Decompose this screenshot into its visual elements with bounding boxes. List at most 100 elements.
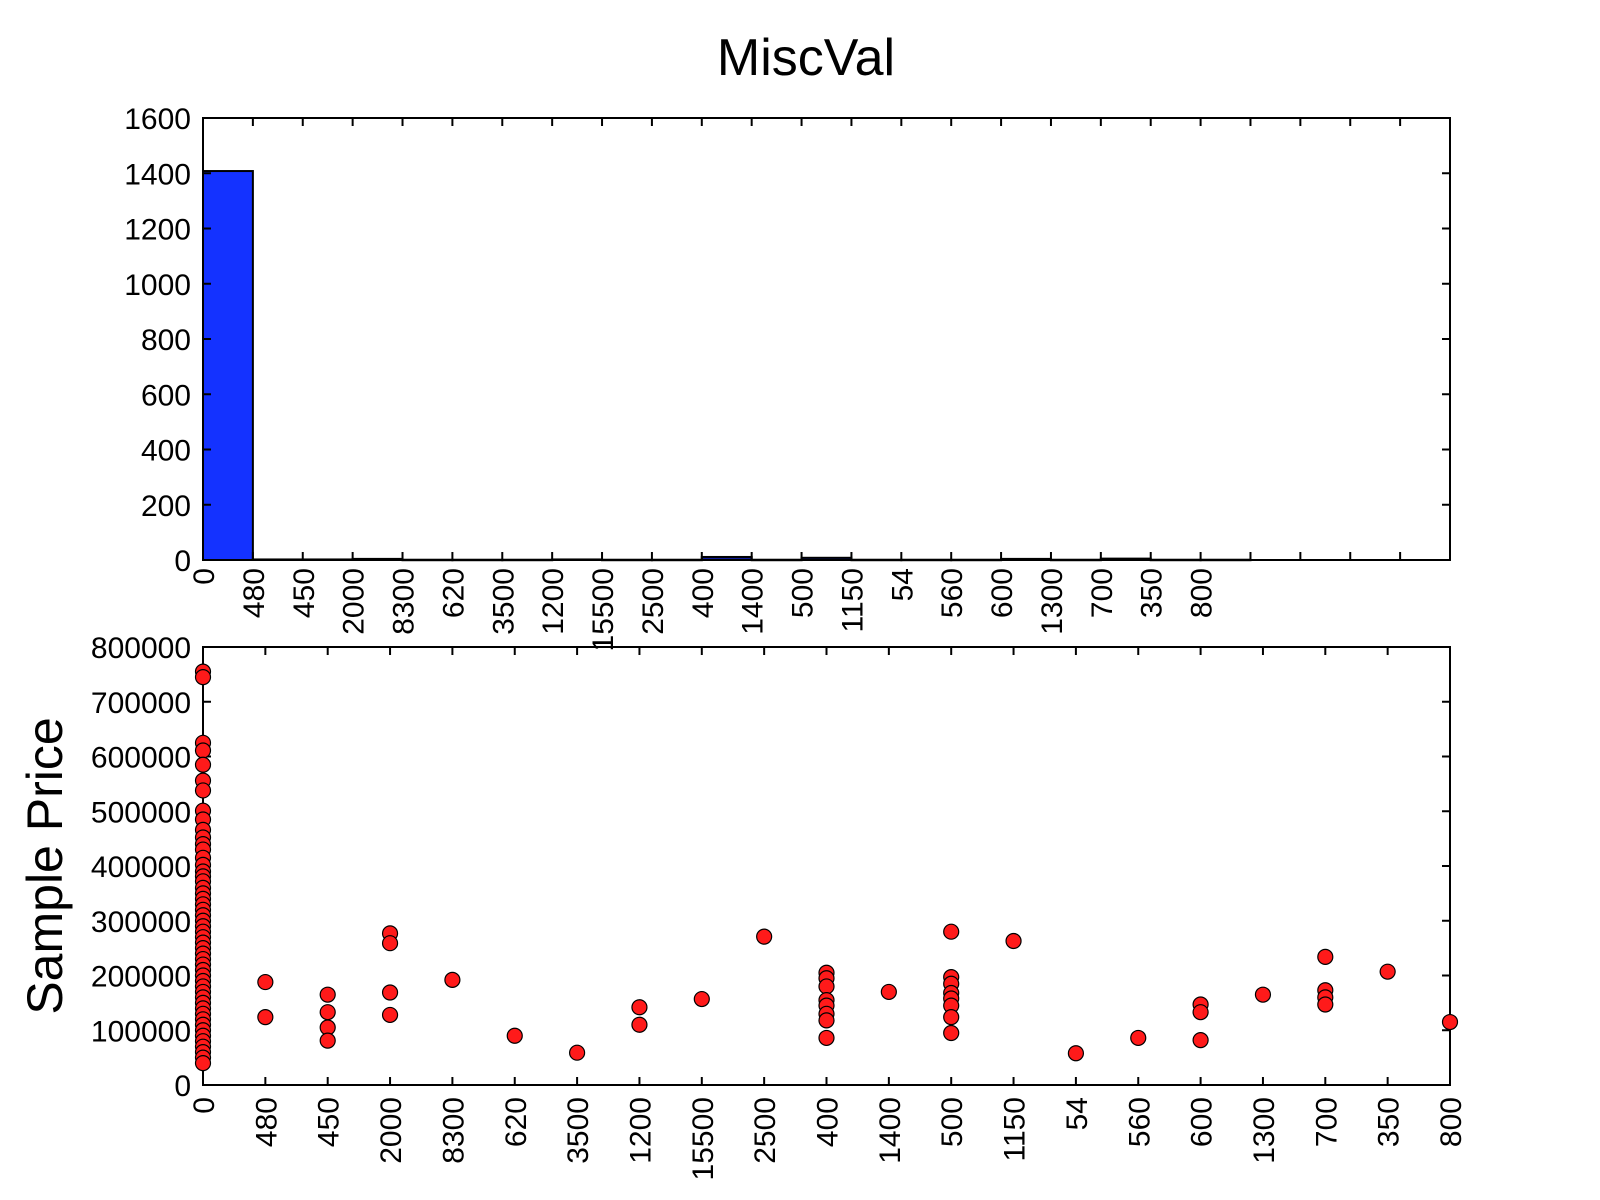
scatter-point — [381, 935, 399, 952]
histogram-xtick-label: 1300 — [1036, 568, 1069, 635]
scatter-xtick-label: 54 — [1061, 1097, 1094, 1130]
scatter-point — [381, 984, 399, 1001]
histogram-xtick-label: 54 — [886, 568, 919, 601]
scatter-point — [1067, 1045, 1085, 1062]
scatter-point — [381, 1006, 399, 1024]
scatter-ytick-label: 800000 — [91, 632, 191, 665]
scatter-xtick-label: 800 — [1435, 1097, 1468, 1147]
scatter-point — [693, 990, 710, 1008]
scatter-point — [943, 1009, 960, 1026]
scatter-xtick-label: 2000 — [375, 1097, 408, 1164]
scatter-xtick-label: 350 — [1373, 1097, 1406, 1147]
scatter-point — [1192, 1004, 1209, 1021]
histogram-xtick-label: 1400 — [737, 568, 770, 635]
scatter-point — [818, 1012, 835, 1029]
scatter-xtick-label: 2500 — [749, 1097, 782, 1164]
scatter-point — [631, 999, 648, 1016]
histogram-xtick-label: 800 — [1186, 568, 1219, 618]
histogram-ytick-label: 800 — [141, 324, 191, 357]
scatter-xtick-label: 3500 — [562, 1097, 595, 1164]
scatter-point — [319, 986, 336, 1003]
histogram-ytick-label: 400 — [141, 435, 191, 468]
histogram-xtick-label: 2000 — [338, 568, 371, 635]
scatter-point — [568, 1044, 586, 1061]
scatter-xtick-label: 1300 — [1248, 1097, 1281, 1164]
scatter-ytick-label: 700000 — [91, 687, 191, 720]
scatter-point — [1254, 986, 1272, 1003]
scatter-point — [319, 1004, 336, 1021]
scatter-point — [319, 1032, 336, 1049]
histogram-xtick-label: 8300 — [388, 568, 421, 635]
scatter-point — [1441, 1013, 1459, 1031]
histogram-xtick-label: 560 — [936, 568, 969, 618]
histogram-xtick-label: 450 — [288, 568, 321, 618]
scatter-point — [1192, 1032, 1209, 1049]
scatter-panel: 0 100000 200000 300000 400000 500000 600000 700… — [17, 632, 1468, 1180]
scatter-xtick-label: 620 — [500, 1097, 533, 1147]
histogram-xtick-label: 500 — [787, 568, 820, 618]
histogram-xtick-label: 3500 — [487, 568, 520, 635]
scatter-ytick-label: 300000 — [91, 906, 191, 939]
scatter-point — [194, 1054, 212, 1072]
histogram-xtick-label: 700 — [1086, 568, 1119, 618]
histogram-panel: 0 200 400 600 800 1000 1200 1400 1600 0 480 450 2000… — [124, 103, 1451, 651]
histogram-ytick-label: 1600 — [124, 103, 191, 136]
scatter-point — [194, 782, 212, 799]
histogram-bar-0 — [202, 170, 254, 561]
histogram-ytick-label: 1200 — [124, 214, 191, 247]
scatter-xtick-label: 600 — [1186, 1097, 1219, 1147]
scatter-ytick-label: 100000 — [91, 1015, 191, 1048]
histogram-xtick-label: 2500 — [637, 568, 670, 635]
scatter-xtick-label: 0 — [188, 1097, 221, 1114]
scatter-point — [194, 742, 212, 759]
scatter-point — [943, 1024, 960, 1042]
scatter-ytick-label: 0 — [174, 1070, 191, 1103]
scatter-xtick-label: 560 — [1123, 1097, 1156, 1147]
histogram-ytick-label: 1000 — [124, 269, 191, 302]
chart-title: MiscVal — [717, 29, 895, 87]
histogram-xtick-label: 1200 — [537, 568, 570, 635]
scatter-xtick-label: 8300 — [437, 1097, 470, 1164]
scatter-point — [631, 1016, 648, 1033]
scatter-point — [194, 756, 212, 773]
scatter-point — [1130, 1029, 1147, 1047]
scatter-point — [1317, 948, 1334, 965]
histogram-xtick-label: 15500 — [587, 568, 620, 651]
histogram-ytick-label: 0 — [174, 545, 191, 578]
scatter-point — [1317, 996, 1334, 1013]
histogram-ytick-label: 1400 — [124, 158, 191, 191]
scatter-xtick-label: 480 — [250, 1097, 283, 1147]
scatter-point — [257, 973, 274, 991]
histogram-ytick-label: 200 — [141, 490, 191, 523]
scatter-xtick-label: 1150 — [999, 1097, 1032, 1162]
scatter-point — [1005, 932, 1022, 950]
histogram-xtick-label: 400 — [687, 568, 720, 618]
scatter-point — [818, 1029, 835, 1047]
scatter-point — [1379, 963, 1396, 980]
histogram-xtick-label: 0 — [188, 568, 221, 585]
histogram-xtick-label: 620 — [437, 568, 470, 618]
scatter-xtick-label: 500 — [936, 1097, 969, 1147]
scatter-point — [880, 983, 897, 1001]
histogram-xtick-label: 1150 — [836, 568, 869, 633]
histogram-xtick-label: 600 — [986, 568, 1019, 618]
histogram-xtick-label: 480 — [238, 568, 271, 618]
histogram-xtick-label: 350 — [1136, 568, 1169, 618]
scatter-xtick-label: 15500 — [687, 1097, 720, 1180]
scatter-point — [943, 923, 960, 940]
scatter-ytick-label: 500000 — [91, 796, 191, 829]
scatter-ytick-label: 600000 — [91, 742, 191, 775]
scatter-xtick-label: 1200 — [624, 1097, 657, 1164]
histogram-ytick-label: 600 — [141, 379, 191, 412]
scatter-xtick-label: 700 — [1310, 1097, 1343, 1147]
scatter-point — [818, 978, 835, 995]
histogram-frame — [202, 117, 1451, 561]
scatter-xtick-label: 400 — [812, 1097, 845, 1147]
scatter-point — [444, 971, 461, 988]
scatter-point — [756, 928, 773, 945]
scatter-point — [506, 1027, 523, 1044]
scatter-xtick-label: 1400 — [874, 1097, 907, 1164]
scatter-point — [194, 669, 212, 686]
scatter-ylabel: Sample Price — [17, 717, 73, 1014]
